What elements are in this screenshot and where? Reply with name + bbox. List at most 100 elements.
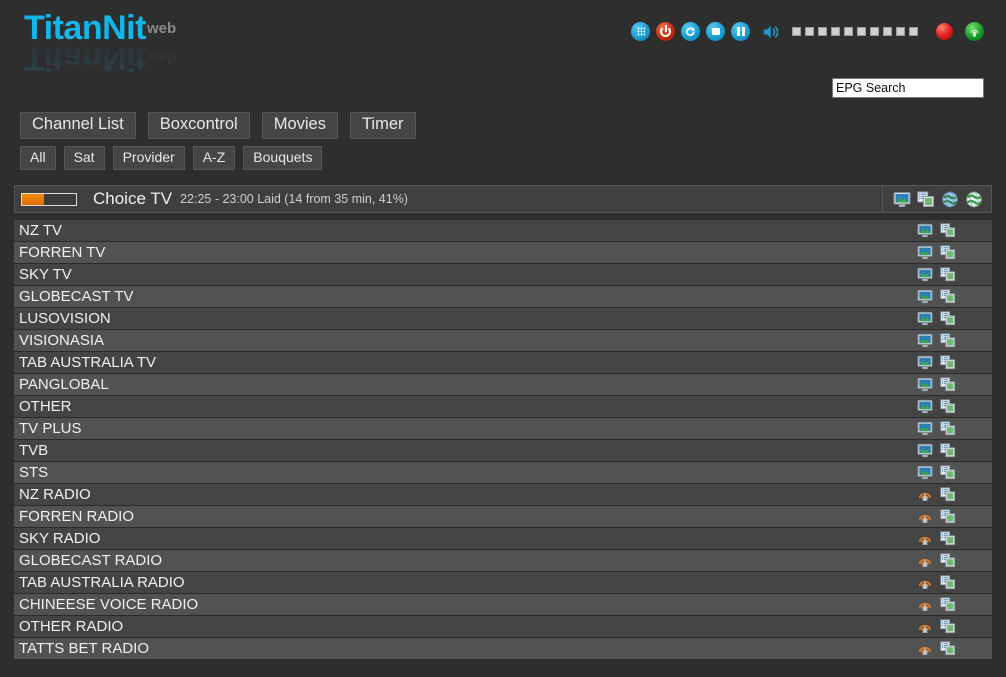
epg-list-icon[interactable] xyxy=(940,421,956,436)
epg-list-icon[interactable] xyxy=(940,619,956,634)
tv-icon[interactable] xyxy=(917,399,933,414)
epg-list-icon[interactable] xyxy=(940,641,956,656)
epg-list-icon[interactable] xyxy=(940,311,956,326)
epg-search-input[interactable] xyxy=(832,78,984,98)
channel-row-panglobal[interactable]: PANGLOBAL xyxy=(14,374,992,397)
channel-row-nz-tv[interactable]: NZ TV xyxy=(14,220,992,243)
channel-row-actions xyxy=(917,465,992,480)
radio-icon[interactable] xyxy=(917,553,933,568)
channel-row-sts[interactable]: STS xyxy=(14,462,992,485)
volume-step[interactable] xyxy=(883,27,892,36)
channel-name: SKY RADIO xyxy=(19,530,101,548)
channel-row-globecast-radio[interactable]: GLOBECAST RADIO xyxy=(14,550,992,573)
channel-row-lusovision[interactable]: LUSOVISION xyxy=(14,308,992,331)
channel-row-globecast-tv[interactable]: GLOBECAST TV xyxy=(14,286,992,309)
sub-tab-bar: All Sat Provider A-Z Bouquets xyxy=(0,145,1006,171)
tv-icon[interactable] xyxy=(917,311,933,326)
tv-icon[interactable] xyxy=(917,223,933,238)
epg-list-icon[interactable] xyxy=(940,597,956,612)
channel-row-tatts-bet-radio[interactable]: TATTS BET RADIO xyxy=(14,638,992,661)
tab-movies[interactable]: Movies xyxy=(261,112,338,139)
channel-row-actions xyxy=(917,267,992,282)
power-icon[interactable] xyxy=(656,22,675,41)
channel-row-forren-tv[interactable]: FORREN TV xyxy=(14,242,992,265)
epg-list-icon[interactable] xyxy=(940,531,956,546)
tv-icon[interactable] xyxy=(917,443,933,458)
copy-windows-icon[interactable] xyxy=(917,191,935,208)
epg-list-icon[interactable] xyxy=(940,553,956,568)
record-icon[interactable] xyxy=(936,23,953,40)
channel-row-forren-radio[interactable]: FORREN RADIO xyxy=(14,506,992,529)
epg-list-icon[interactable] xyxy=(940,223,956,238)
volume-step[interactable] xyxy=(805,27,814,36)
epg-list-icon[interactable] xyxy=(940,267,956,282)
epg-list-icon[interactable] xyxy=(940,443,956,458)
radio-icon[interactable] xyxy=(917,641,933,656)
radio-icon[interactable] xyxy=(917,509,933,524)
volume-level-bar[interactable] xyxy=(792,27,918,36)
epg-list-icon[interactable] xyxy=(940,575,956,590)
tv-icon[interactable] xyxy=(917,289,933,304)
epg-list-icon[interactable] xyxy=(940,509,956,524)
logo-web: web xyxy=(146,20,177,37)
radio-icon[interactable] xyxy=(917,619,933,634)
tv-icon[interactable] xyxy=(917,465,933,480)
tv-icon[interactable] xyxy=(917,267,933,282)
pause-icon[interactable] xyxy=(731,22,750,41)
radio-icon[interactable] xyxy=(917,575,933,590)
channel-name: FORREN TV xyxy=(19,244,106,262)
tv-icon[interactable] xyxy=(917,377,933,392)
channel-row-tv-plus[interactable]: TV PLUS xyxy=(14,418,992,441)
channel-row-other[interactable]: OTHER xyxy=(14,396,992,419)
volume-step[interactable] xyxy=(844,27,853,36)
radio-icon[interactable] xyxy=(917,487,933,502)
menu-grid-icon[interactable] xyxy=(631,22,650,41)
signal-icon[interactable] xyxy=(965,22,984,41)
tv-icon[interactable] xyxy=(917,355,933,370)
volume-step[interactable] xyxy=(870,27,879,36)
channel-row-sky-tv[interactable]: SKY TV xyxy=(14,264,992,287)
channel-row-visionasia[interactable]: VISIONASIA xyxy=(14,330,992,353)
subtab-bouquets[interactable]: Bouquets xyxy=(243,145,323,171)
tv-icon[interactable] xyxy=(917,333,933,348)
tv-icon[interactable] xyxy=(917,421,933,436)
epg-list-icon[interactable] xyxy=(940,355,956,370)
volume-step[interactable] xyxy=(792,27,801,36)
volume-step[interactable] xyxy=(896,27,905,36)
globe-blue-icon[interactable] xyxy=(941,191,959,208)
volume-step[interactable] xyxy=(818,27,827,36)
refresh-icon[interactable] xyxy=(681,22,700,41)
tv-icon[interactable] xyxy=(917,245,933,260)
channel-row-nz-radio[interactable]: NZ RADIO xyxy=(14,484,992,507)
volume-step[interactable] xyxy=(857,27,866,36)
epg-list-icon[interactable] xyxy=(940,245,956,260)
channel-row-tab-australia-tv[interactable]: TAB AUSTRALIA TV xyxy=(14,352,992,375)
channel-row-chineese-voice-radio[interactable]: CHINEESE VOICE RADIO xyxy=(14,594,992,617)
epg-list-icon[interactable] xyxy=(940,333,956,348)
subtab-all[interactable]: All xyxy=(20,145,56,171)
tab-boxcontrol[interactable]: Boxcontrol xyxy=(147,112,250,139)
subtab-provider[interactable]: Provider xyxy=(112,145,185,171)
subtab-sat[interactable]: Sat xyxy=(63,145,105,171)
epg-list-icon[interactable] xyxy=(940,289,956,304)
epg-list-icon[interactable] xyxy=(940,399,956,414)
channel-row-other-radio[interactable]: OTHER RADIO xyxy=(14,616,992,639)
stop-icon[interactable] xyxy=(706,22,725,41)
tab-channel-list[interactable]: Channel List xyxy=(20,112,136,139)
volume-step[interactable] xyxy=(831,27,840,36)
epg-list-icon[interactable] xyxy=(940,465,956,480)
channel-row-tvb[interactable]: TVB xyxy=(14,440,992,463)
subtab-a-z[interactable]: A-Z xyxy=(192,145,236,171)
channel-row-sky-radio[interactable]: SKY RADIO xyxy=(14,528,992,551)
epg-list-icon[interactable] xyxy=(940,487,956,502)
volume-icon[interactable] xyxy=(762,23,782,41)
radio-icon[interactable] xyxy=(917,597,933,612)
volume-step[interactable] xyxy=(909,27,918,36)
epg-list-icon[interactable] xyxy=(940,377,956,392)
radio-icon[interactable] xyxy=(917,531,933,546)
signal-glyph xyxy=(970,29,979,37)
channel-row-tab-australia-radio[interactable]: TAB AUSTRALIA RADIO xyxy=(14,572,992,595)
globe-green-icon[interactable] xyxy=(965,191,983,208)
tab-timer[interactable]: Timer xyxy=(349,112,416,139)
screenshot-icon[interactable] xyxy=(893,191,911,208)
